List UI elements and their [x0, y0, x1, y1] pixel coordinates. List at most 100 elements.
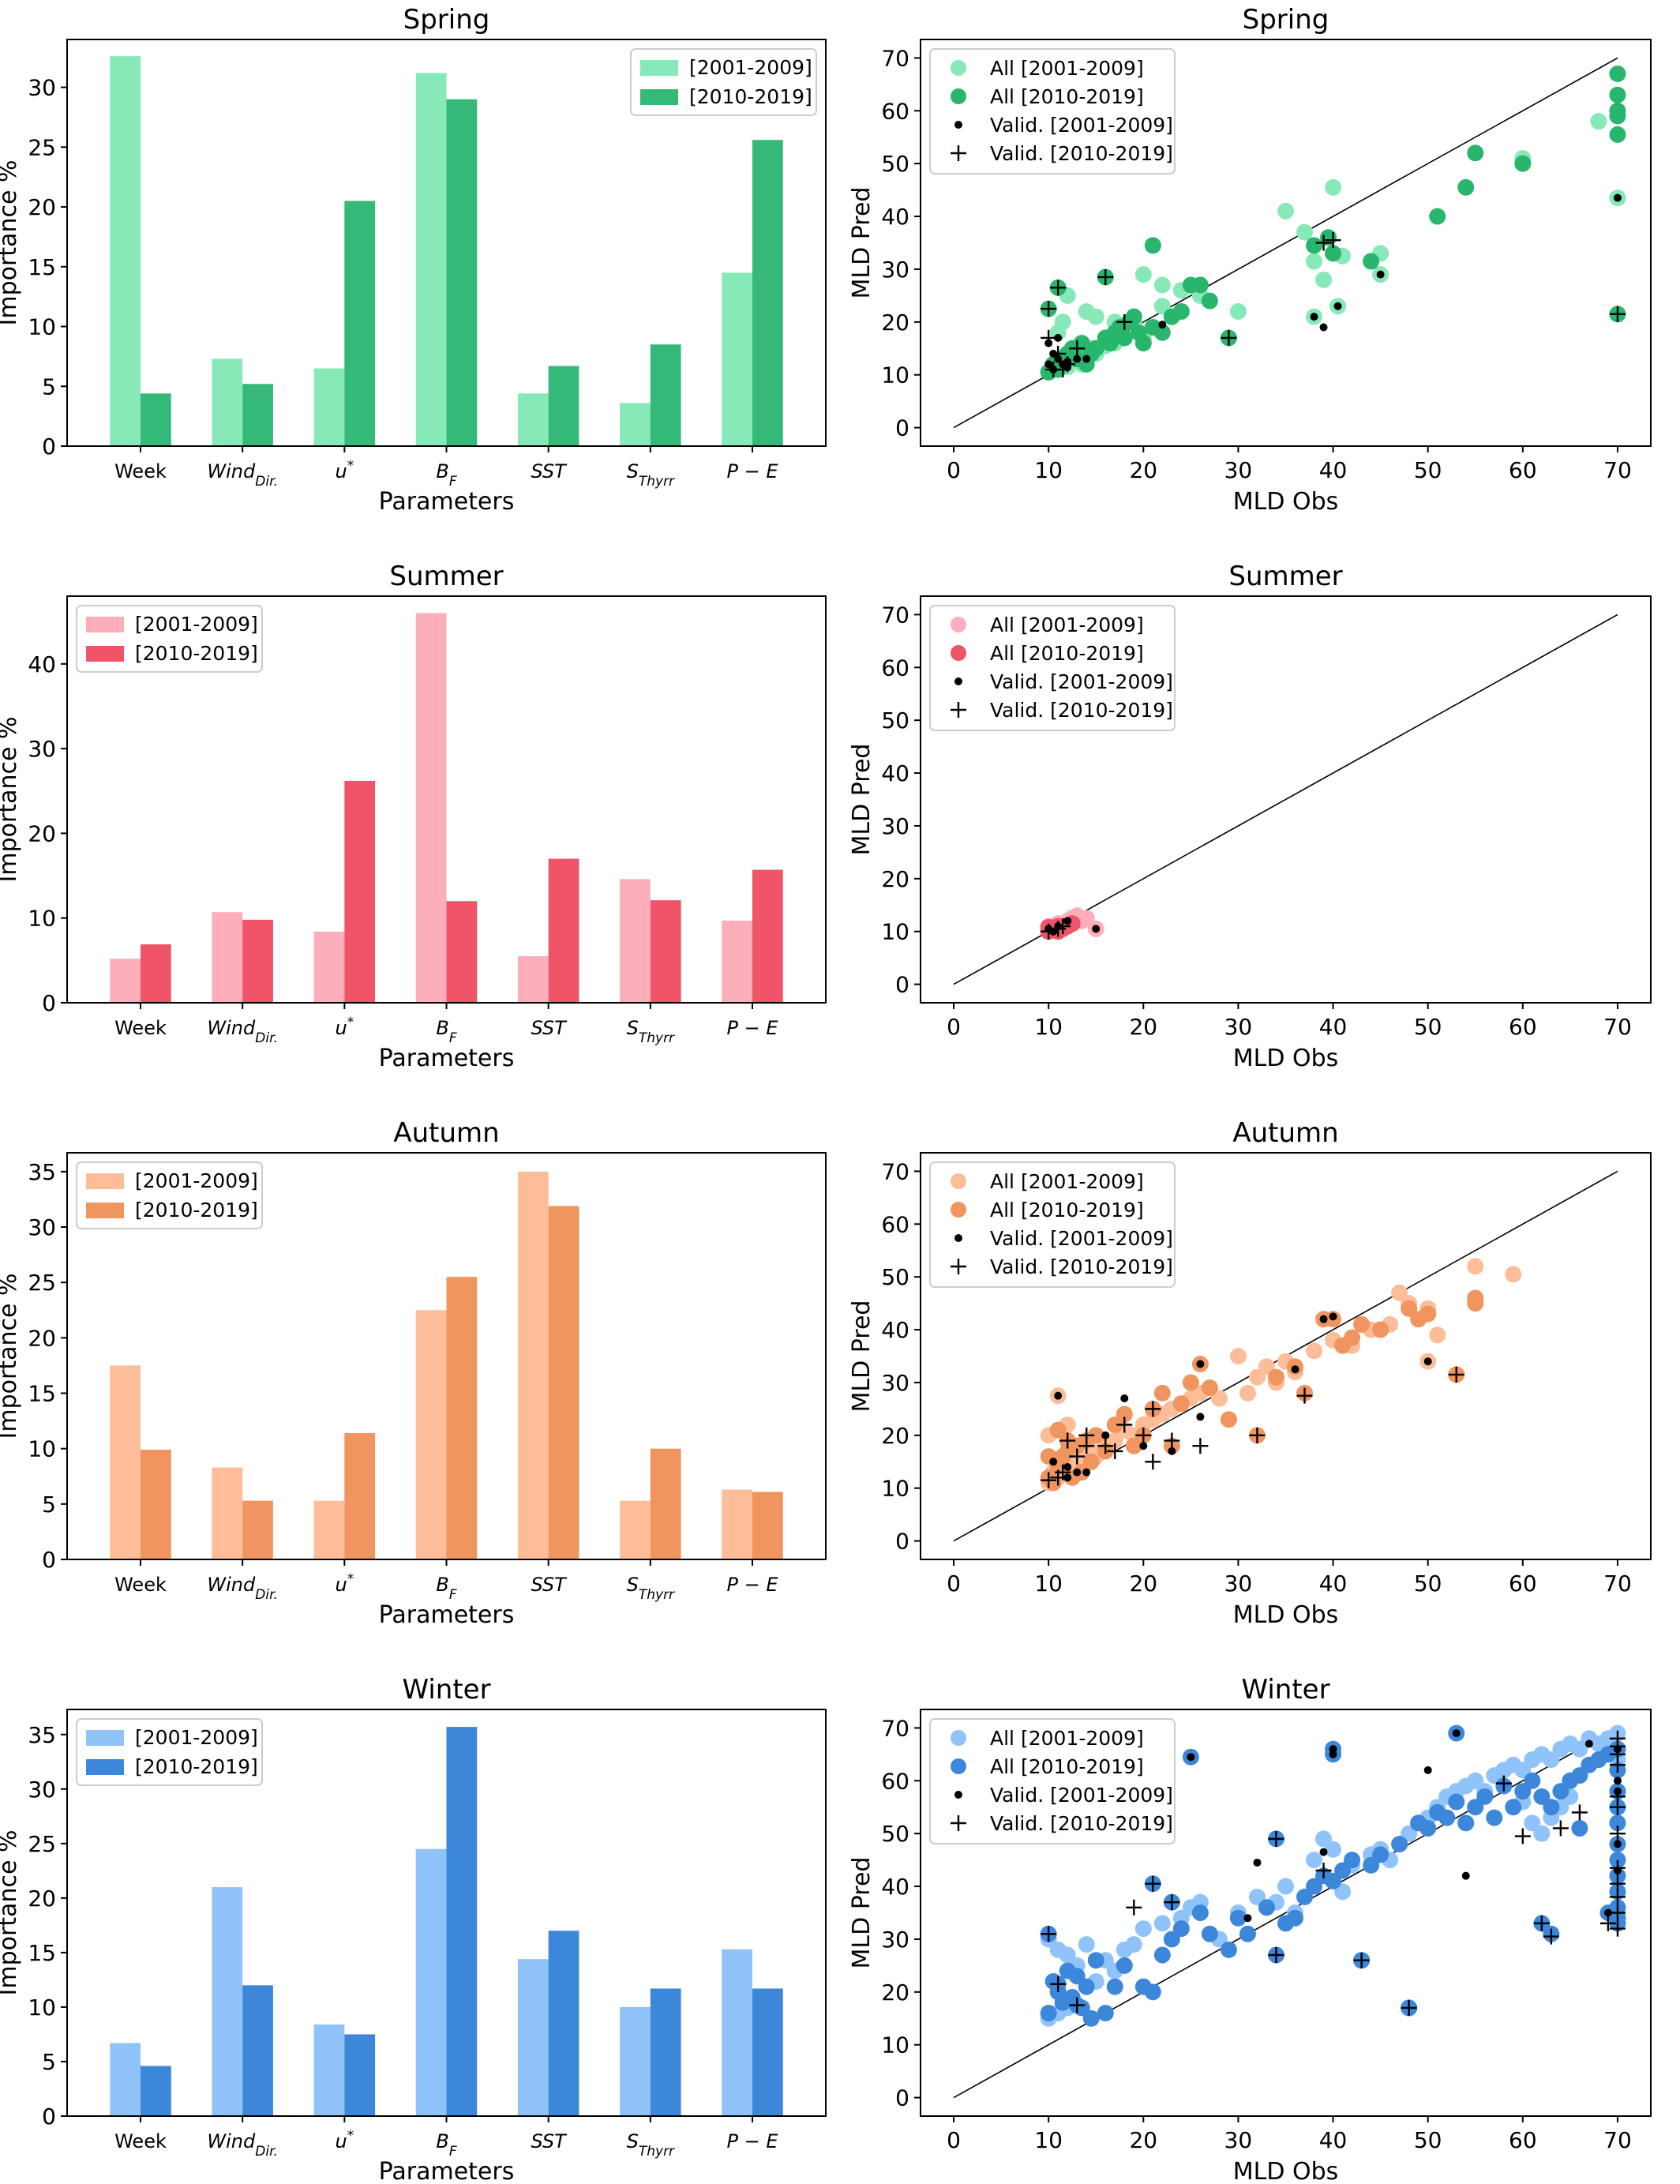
bar-chart-summer: Summer 0 10 20 30 40 Week WindDir. u* BF SST SThyrr…: [0, 561, 827, 1072]
x-tick-label: 50: [1414, 1570, 1442, 1597]
x-tick-label: SThyrr: [627, 1017, 675, 1046]
y-tick-label: 20: [28, 194, 56, 220]
valid-point: [1613, 193, 1622, 202]
bar: [415, 613, 447, 1003]
bar: [517, 955, 549, 1003]
scatter-point: [1429, 208, 1446, 225]
scatter-chart-autumn: Autumn 0 10 20 30 40 50 60 70 0 10 20 30 40 50 60 70 MLD …: [848, 1117, 1652, 1629]
bar: [517, 1171, 549, 1559]
valid-plus-point: [1609, 1904, 1626, 1921]
x-tick-label: WindDir.: [207, 2130, 278, 2160]
bar: [313, 368, 345, 446]
scatter-point: [1258, 1358, 1275, 1375]
scatter-point: [1248, 1368, 1266, 1386]
bar: [110, 56, 141, 447]
valid-point: [1291, 1365, 1299, 1374]
bar: [110, 1365, 141, 1559]
bar-series: [141, 99, 783, 446]
bar: [752, 1988, 783, 2116]
chart-title: Summer: [1228, 561, 1342, 592]
y-axis-label: Importance %: [0, 717, 22, 883]
valid-plus-point: [1315, 235, 1332, 251]
y-tick-label: 10: [28, 314, 56, 340]
legend: All [2001-2009] All [2010-2019] Valid. [20…: [929, 1718, 1176, 1844]
valid-point: [1054, 1391, 1063, 1400]
y-tick-label: 5: [42, 2049, 56, 2075]
scatter-point: [1457, 178, 1475, 196]
valid-plus-point: [1041, 1472, 1057, 1488]
x-tick-label: P − E: [726, 1017, 778, 1039]
x-tick-label: 20: [1129, 2127, 1157, 2153]
valid-point: [1319, 323, 1328, 332]
scatter-point: [1116, 329, 1133, 347]
legend-marker: [951, 1758, 966, 1774]
scatter-point: [1087, 308, 1104, 325]
valid-point: [1329, 1750, 1337, 1758]
valid-plus-point: [1599, 1915, 1616, 1931]
scatter-point: [1116, 1405, 1133, 1423]
y-tick-label: 10: [28, 906, 56, 932]
scatter-point: [1467, 1799, 1484, 1816]
chart-title: Summer: [389, 561, 503, 592]
y-tick-label: 20: [881, 310, 909, 336]
bar: [242, 384, 273, 446]
scatter-point: [1543, 1751, 1560, 1769]
valid-point: [1063, 1462, 1072, 1471]
scatter-point: [1325, 1841, 1342, 1858]
scatter-point: [1315, 1830, 1333, 1848]
scatter-point: [1229, 1909, 1247, 1927]
scatter-point: [1372, 1321, 1389, 1338]
bar-series: [141, 780, 783, 1003]
y-tick-label: 0: [42, 2103, 56, 2130]
scatter-point: [1306, 1878, 1323, 1895]
valid-point: [1196, 1360, 1205, 1368]
valid-point: [1187, 1753, 1195, 1762]
legend: [2001-2009] [2010-2019]: [76, 1161, 263, 1229]
x-tick-label: 50: [1414, 2127, 1442, 2153]
y-tick-label: 0: [42, 1547, 56, 1573]
valid-point: [1196, 1413, 1205, 1421]
scatter-point: [1476, 1788, 1494, 1805]
y-tick-label: 35: [28, 1159, 56, 1185]
legend-marker: [954, 1234, 962, 1242]
legend: [2001-2009] [2010-2019]: [630, 48, 817, 116]
x-tick-label: Week: [114, 1017, 167, 1039]
y-tick-label: 70: [881, 602, 909, 628]
scatter-point: [1505, 1799, 1522, 1816]
y-axis-label: Importance %: [0, 1274, 22, 1439]
bar: [620, 1500, 651, 1559]
scatter-point: [1486, 1809, 1503, 1826]
scatter-point: [1325, 1872, 1342, 1889]
valid-plus-point: [1055, 362, 1071, 378]
valid-plus-point: [1069, 340, 1086, 357]
y-tick-label: 0: [42, 433, 56, 460]
legend-swatch: [86, 1203, 124, 1218]
bar: [722, 272, 752, 446]
scatter-point: [1201, 1925, 1218, 1942]
bar: [620, 2006, 651, 2116]
bar-series: [110, 1171, 752, 1559]
scatter-point: [1571, 1740, 1588, 1758]
y-tick-label: 50: [881, 1264, 909, 1290]
legend-label: Valid. [2010-2019]: [990, 1255, 1173, 1278]
x-tick-label: 10: [1034, 1570, 1063, 1597]
scatter-point: [1543, 1799, 1560, 1816]
scatter-point: [1571, 1767, 1588, 1784]
bar: [548, 1931, 579, 2116]
scatter-point: [1401, 1825, 1418, 1842]
valid-plus-point: [1097, 1438, 1114, 1454]
bar: [415, 1848, 447, 2116]
valid-point: [1613, 1777, 1622, 1785]
scatter-point: [1334, 1862, 1352, 1879]
x-tick-label: P − E: [726, 1574, 778, 1596]
valid-plus-point: [1495, 1775, 1512, 1792]
valid-point: [1168, 1447, 1176, 1455]
legend-marker: [951, 145, 966, 161]
bar: [517, 393, 549, 446]
bar-series: [110, 1848, 752, 2116]
valid-plus-point: [1041, 301, 1057, 317]
valid-point: [1082, 1468, 1091, 1477]
y-tick-label: 10: [881, 1476, 909, 1502]
legend-label: All [2010-2019]: [990, 1755, 1144, 1778]
